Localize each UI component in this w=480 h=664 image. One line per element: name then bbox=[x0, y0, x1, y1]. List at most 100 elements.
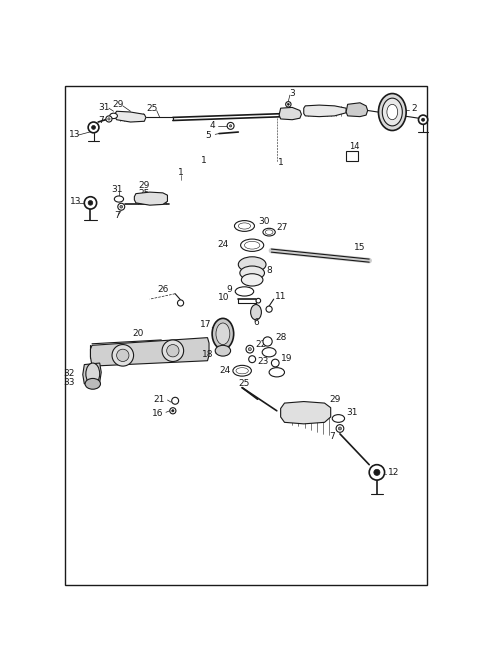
Text: 23: 23 bbox=[258, 357, 269, 366]
Text: 29: 29 bbox=[112, 100, 124, 109]
Text: 26: 26 bbox=[157, 286, 169, 294]
Circle shape bbox=[286, 102, 291, 107]
Text: 6: 6 bbox=[253, 318, 259, 327]
Ellipse shape bbox=[234, 220, 254, 231]
Circle shape bbox=[338, 427, 341, 430]
Circle shape bbox=[288, 104, 289, 105]
Circle shape bbox=[106, 116, 112, 122]
Circle shape bbox=[172, 397, 179, 404]
Circle shape bbox=[263, 337, 272, 346]
Text: 16: 16 bbox=[152, 408, 164, 418]
Text: 30: 30 bbox=[258, 217, 270, 226]
Ellipse shape bbox=[244, 242, 260, 249]
Circle shape bbox=[172, 410, 174, 412]
Ellipse shape bbox=[241, 274, 263, 286]
Text: 9: 9 bbox=[227, 285, 232, 293]
Circle shape bbox=[421, 118, 425, 122]
Polygon shape bbox=[279, 108, 301, 120]
Text: 1: 1 bbox=[201, 156, 206, 165]
Text: 10: 10 bbox=[217, 293, 229, 302]
Ellipse shape bbox=[235, 287, 254, 296]
Text: 1: 1 bbox=[178, 167, 183, 177]
Polygon shape bbox=[134, 192, 168, 205]
Polygon shape bbox=[90, 337, 209, 366]
Circle shape bbox=[266, 306, 272, 312]
Text: 28: 28 bbox=[275, 333, 287, 342]
Ellipse shape bbox=[114, 196, 123, 202]
Circle shape bbox=[92, 125, 96, 129]
Ellipse shape bbox=[238, 257, 266, 272]
Text: 7: 7 bbox=[114, 211, 120, 220]
Text: 7: 7 bbox=[329, 432, 335, 442]
Text: 17: 17 bbox=[200, 320, 211, 329]
Ellipse shape bbox=[86, 363, 100, 384]
Ellipse shape bbox=[263, 228, 275, 236]
Text: 15: 15 bbox=[354, 243, 365, 252]
Circle shape bbox=[369, 465, 384, 480]
Text: 31: 31 bbox=[112, 185, 123, 193]
Polygon shape bbox=[115, 112, 146, 122]
Text: 27: 27 bbox=[277, 223, 288, 232]
Text: 18: 18 bbox=[202, 350, 214, 359]
Text: 29: 29 bbox=[139, 181, 150, 191]
Circle shape bbox=[84, 197, 96, 209]
Polygon shape bbox=[75, 176, 331, 480]
Circle shape bbox=[162, 340, 184, 361]
Ellipse shape bbox=[215, 345, 230, 356]
Text: 5: 5 bbox=[205, 131, 211, 139]
Text: 7: 7 bbox=[98, 116, 104, 125]
Ellipse shape bbox=[233, 365, 252, 376]
Ellipse shape bbox=[85, 378, 100, 389]
Polygon shape bbox=[346, 103, 368, 117]
Text: 3: 3 bbox=[289, 89, 295, 98]
Bar bbox=[346, 151, 359, 161]
Polygon shape bbox=[81, 307, 277, 457]
Ellipse shape bbox=[238, 223, 251, 229]
Polygon shape bbox=[281, 402, 331, 424]
Text: 31: 31 bbox=[346, 408, 358, 417]
Ellipse shape bbox=[240, 266, 264, 280]
Circle shape bbox=[336, 425, 344, 432]
Text: 32: 32 bbox=[64, 369, 75, 378]
Circle shape bbox=[120, 205, 123, 208]
Circle shape bbox=[88, 201, 93, 205]
Circle shape bbox=[248, 348, 252, 351]
Circle shape bbox=[118, 203, 125, 210]
Text: 19: 19 bbox=[281, 354, 292, 363]
Text: 29: 29 bbox=[329, 394, 340, 404]
Text: 1: 1 bbox=[278, 158, 284, 167]
Text: 20: 20 bbox=[132, 329, 144, 338]
Circle shape bbox=[167, 345, 179, 357]
Ellipse shape bbox=[110, 113, 118, 119]
Text: 21: 21 bbox=[154, 394, 165, 404]
Polygon shape bbox=[83, 363, 101, 384]
Polygon shape bbox=[304, 105, 346, 117]
Circle shape bbox=[229, 125, 232, 127]
Circle shape bbox=[178, 300, 184, 306]
Circle shape bbox=[246, 345, 254, 353]
Text: 24: 24 bbox=[219, 367, 230, 375]
Circle shape bbox=[112, 345, 133, 366]
Circle shape bbox=[249, 356, 256, 363]
Circle shape bbox=[108, 118, 110, 120]
Text: 24: 24 bbox=[218, 240, 229, 249]
Text: 13: 13 bbox=[69, 130, 81, 139]
Text: 2: 2 bbox=[411, 104, 417, 114]
Ellipse shape bbox=[262, 348, 276, 357]
Ellipse shape bbox=[387, 104, 398, 120]
Ellipse shape bbox=[216, 323, 230, 345]
Circle shape bbox=[88, 122, 99, 133]
Ellipse shape bbox=[212, 318, 234, 349]
Text: 22: 22 bbox=[255, 340, 266, 349]
Text: 14: 14 bbox=[349, 142, 360, 151]
Circle shape bbox=[170, 408, 176, 414]
Text: 12: 12 bbox=[388, 468, 399, 477]
Text: 13: 13 bbox=[71, 197, 82, 206]
Circle shape bbox=[117, 349, 129, 361]
Text: 25: 25 bbox=[146, 104, 158, 114]
Text: 11: 11 bbox=[275, 292, 287, 301]
Circle shape bbox=[271, 359, 279, 367]
Ellipse shape bbox=[382, 98, 402, 126]
Text: 33: 33 bbox=[63, 378, 75, 387]
Text: 31: 31 bbox=[98, 103, 109, 112]
